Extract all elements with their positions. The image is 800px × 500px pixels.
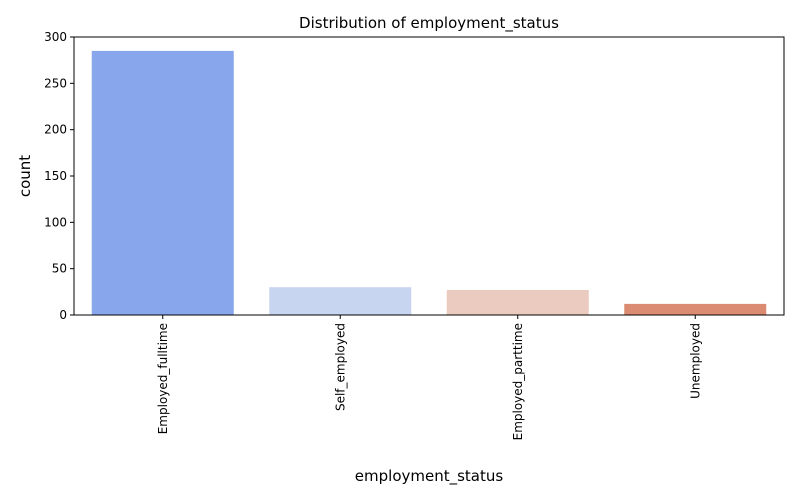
bar-employed-fulltime	[91, 50, 234, 316]
y-tick-label: 200	[44, 123, 67, 137]
y-axis-label: count	[16, 155, 34, 197]
y-tick-label: 250	[44, 76, 67, 90]
plot-frame	[73, 36, 785, 316]
bar-unemployed	[624, 303, 767, 315]
x-tick-label: Self_employed	[333, 323, 347, 411]
y-tick-label: 300	[44, 30, 67, 44]
chart-title: Distribution of employment_status	[299, 14, 559, 33]
bar-self-employed	[269, 287, 412, 315]
x-tick-label: Employed_fulltime	[156, 323, 170, 434]
y-axis-ticks: 0 50 100 150 200 250 300	[44, 30, 74, 322]
y-tick-label: 50	[52, 262, 67, 276]
bar-employed-parttime	[446, 289, 589, 315]
x-tick-label: Unemployed	[688, 323, 702, 399]
y-tick-label: 150	[44, 169, 67, 183]
y-tick-label: 100	[44, 215, 67, 229]
bars-layer	[91, 50, 767, 316]
x-axis-ticks: Employed_fulltime Self_employed Employed_p…	[156, 315, 702, 440]
x-axis-label: employment_status	[355, 467, 504, 486]
y-tick-label: 0	[59, 308, 67, 322]
x-tick-label: Employed_parttime	[511, 323, 525, 440]
